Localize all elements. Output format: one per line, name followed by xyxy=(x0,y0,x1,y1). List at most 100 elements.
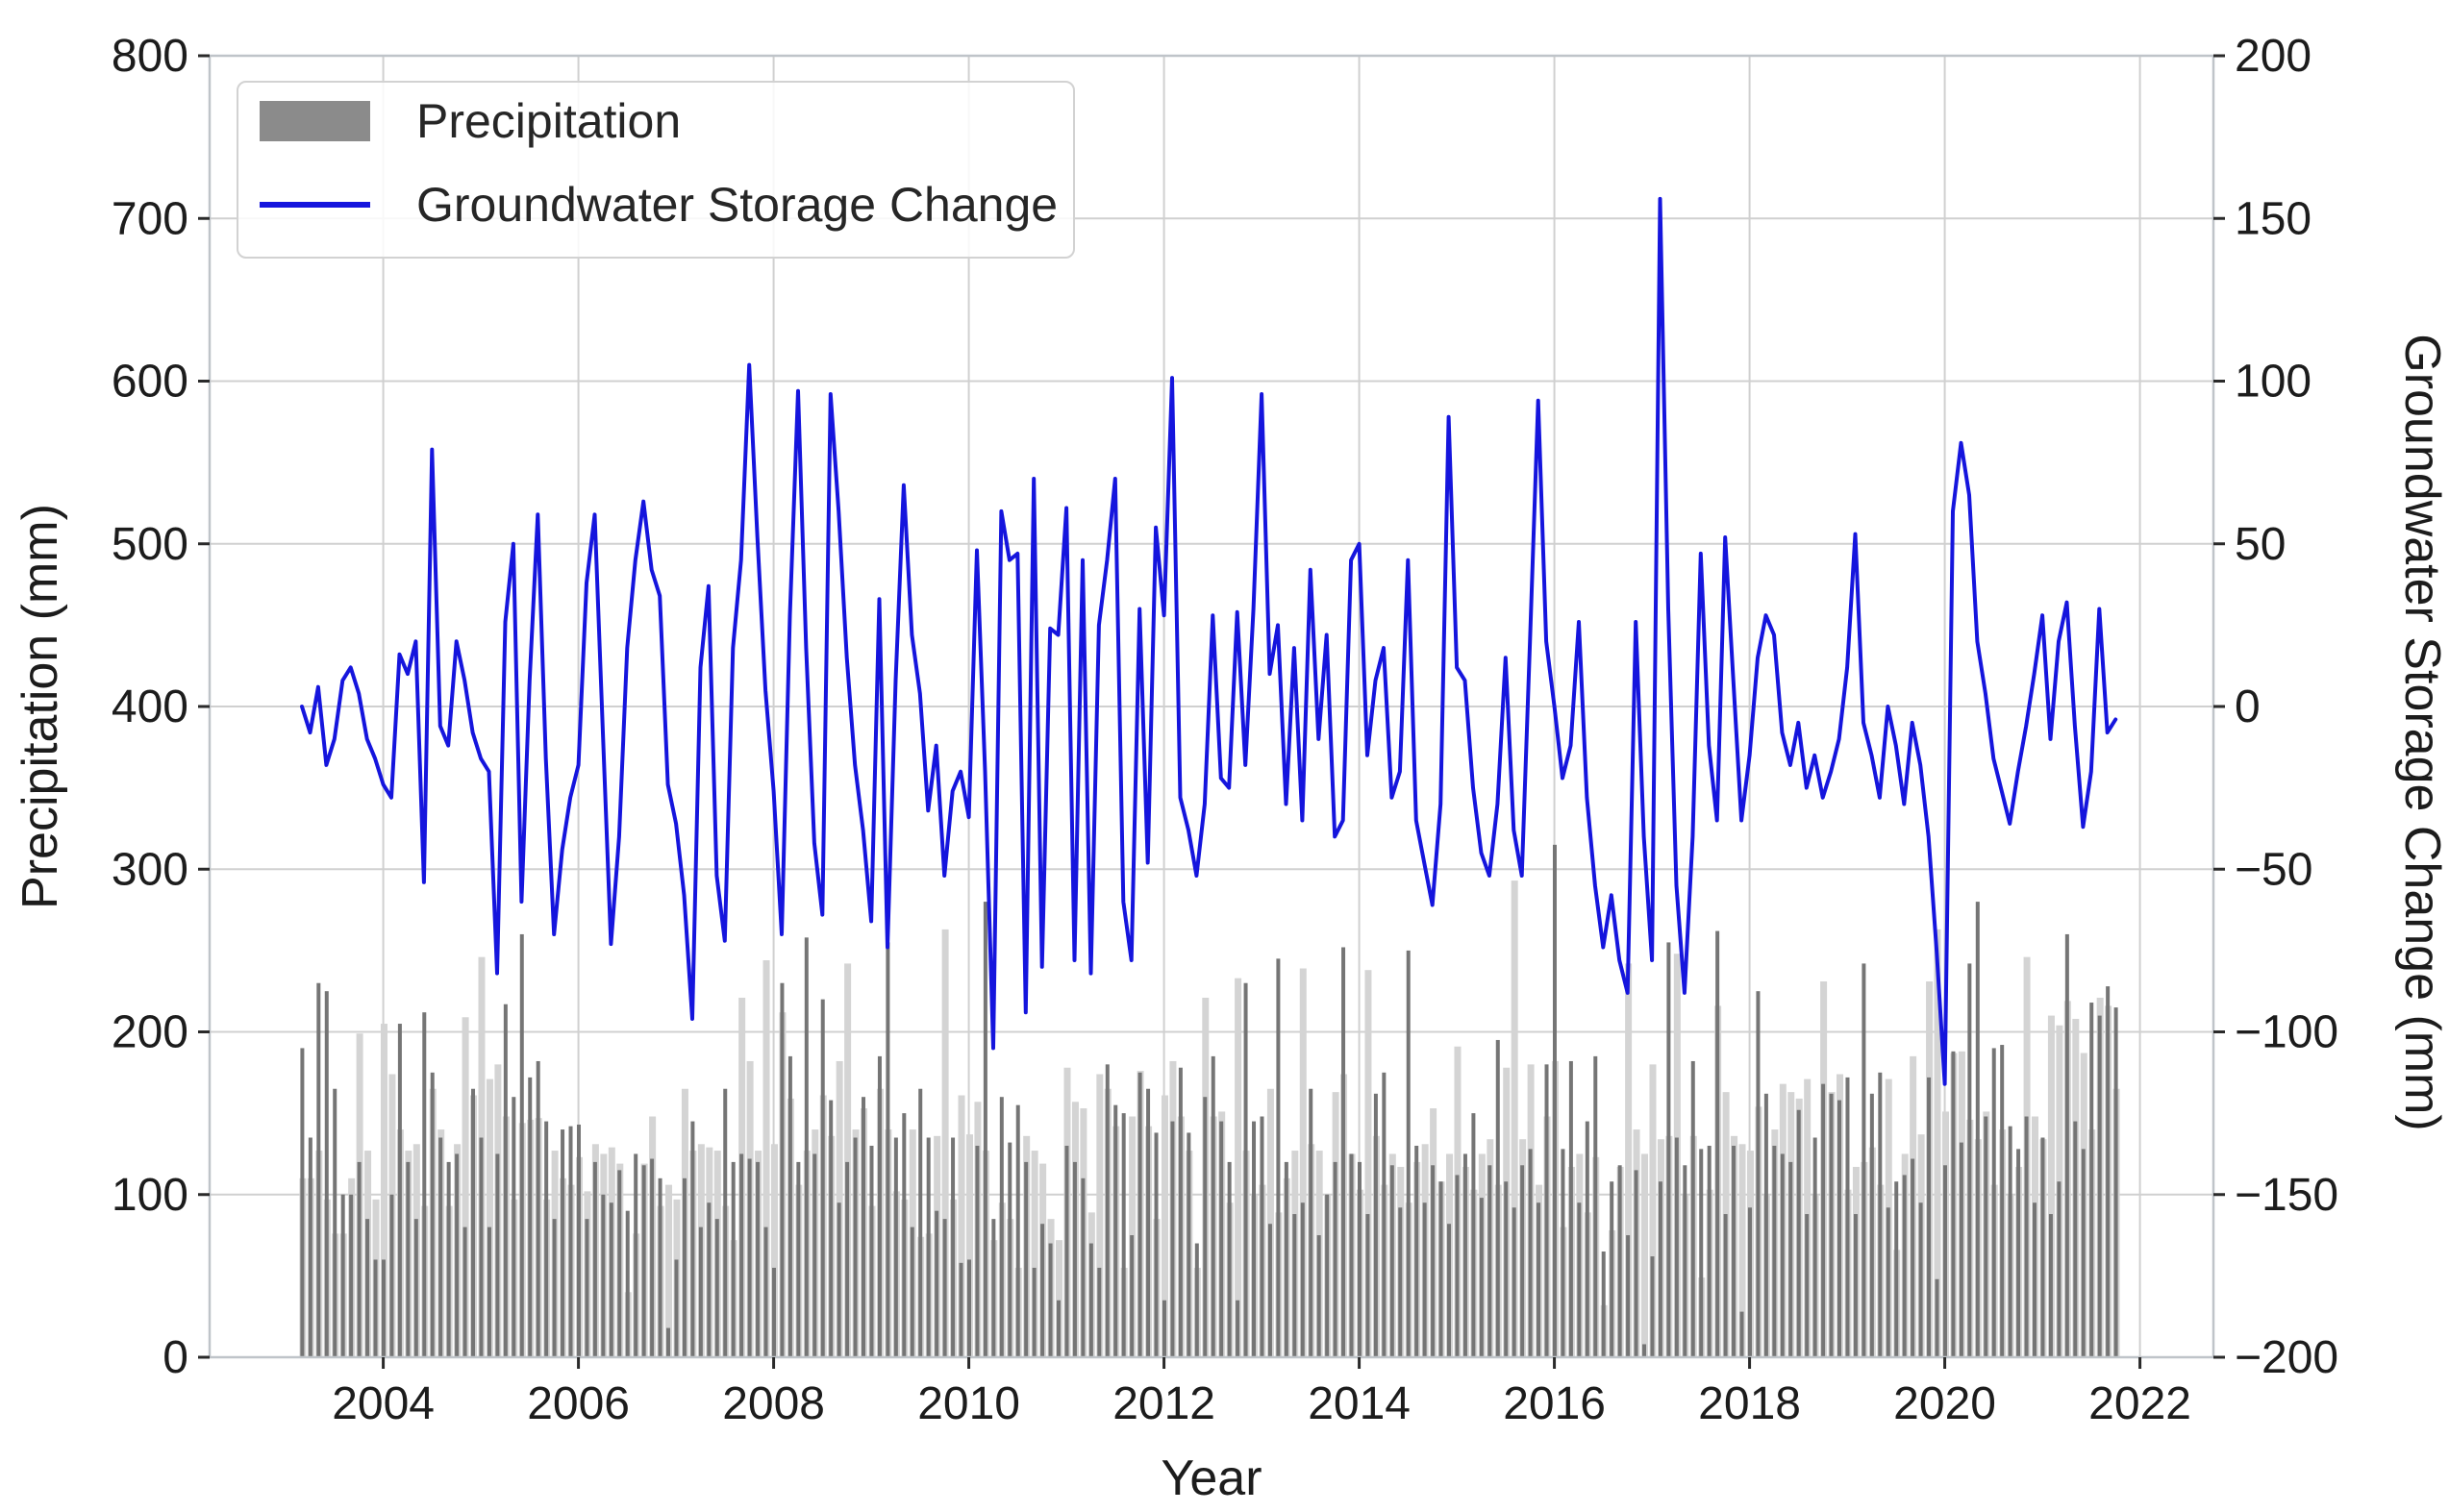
precip-bar xyxy=(1959,1142,1963,1357)
precip-bar xyxy=(731,1161,736,1357)
precip-bar xyxy=(1837,1100,1842,1357)
precip-bar xyxy=(1894,1181,1899,1357)
x-tick-label: 2004 xyxy=(332,1378,435,1429)
precip-bar xyxy=(658,1177,662,1357)
precip-bar xyxy=(389,1194,394,1357)
precip-bar xyxy=(625,1210,630,1357)
precip-bar xyxy=(2008,1126,2012,1357)
precip-bar xyxy=(2106,986,2111,1357)
precip-bar-light xyxy=(665,1184,673,1357)
precip-bar xyxy=(1455,1175,1460,1357)
precip-bar xyxy=(422,1012,427,1357)
precip-bar xyxy=(413,1219,418,1357)
precip-bar xyxy=(1284,1161,1288,1357)
precip-bar xyxy=(1967,963,1972,1357)
precip-bar xyxy=(1333,1161,1337,1357)
precip-bar xyxy=(308,1137,312,1357)
precip-bar xyxy=(1544,1064,1549,1357)
precip-bar xyxy=(1862,963,1866,1357)
precip-bar xyxy=(1650,1256,1655,1357)
precip-bar xyxy=(959,1262,963,1357)
precip-bar xyxy=(910,1227,914,1357)
precip-bar xyxy=(918,1088,923,1357)
left-tick-label: 700 xyxy=(112,193,188,244)
precip-bar xyxy=(674,1259,679,1357)
precip-bar xyxy=(1357,1161,1362,1357)
precip-bar xyxy=(1739,1311,1744,1357)
precip-bar xyxy=(1040,1224,1045,1357)
precip-bar-light xyxy=(770,1144,778,1357)
precip-bar xyxy=(966,1259,971,1357)
precip-bar xyxy=(1389,1165,1394,1357)
precip-bar xyxy=(650,1158,655,1357)
precip-bar xyxy=(576,1124,581,1357)
precip-bar xyxy=(1300,1202,1305,1357)
precip-bar xyxy=(1918,1202,1923,1357)
precip-bar xyxy=(1674,1137,1679,1357)
precip-bar xyxy=(641,1165,646,1357)
precip-bar xyxy=(1911,1158,1915,1357)
precip-bar-light xyxy=(486,1078,493,1357)
precip-bar xyxy=(796,1161,801,1357)
precip-bar xyxy=(1763,1093,1768,1357)
precip-bar-light xyxy=(1096,1074,1104,1357)
precip-bar xyxy=(568,1126,573,1357)
legend-item-groundwater: Groundwater Storage Change xyxy=(260,178,1058,232)
precip-bar-light xyxy=(1161,1095,1168,1357)
precip-bar-light xyxy=(1364,970,1372,1357)
left-tick-label: 500 xyxy=(112,519,188,570)
precip-bar xyxy=(2024,1116,2029,1357)
precip-bar xyxy=(1072,1161,1077,1357)
left-tick-label: 200 xyxy=(112,1007,188,1058)
right-tick-label: 50 xyxy=(2235,519,2286,570)
right-tick-label: 0 xyxy=(2235,682,2261,732)
precip-bar xyxy=(406,1161,411,1357)
x-tick-label: 2012 xyxy=(1112,1378,1215,1429)
precip-bar xyxy=(1975,902,1980,1357)
x-tick-label: 2022 xyxy=(2088,1378,2191,1429)
precip-bar xyxy=(1886,1207,1890,1357)
precip-bar xyxy=(942,1219,947,1357)
precip-bar xyxy=(1406,950,1411,1357)
precip-bar xyxy=(316,982,321,1357)
precip-bar xyxy=(1561,1149,1565,1357)
precip-bar xyxy=(528,1077,533,1357)
precip-bar xyxy=(1601,1251,1606,1357)
precip-bar xyxy=(707,1202,712,1357)
precip-bar xyxy=(1121,1113,1126,1357)
precip-bar xyxy=(2057,1181,2062,1357)
precip-bar xyxy=(1723,1214,1728,1357)
precip-bar xyxy=(1747,1207,1752,1357)
precip-bar xyxy=(1634,1170,1638,1357)
x-tick-label: 2018 xyxy=(1698,1378,1801,1429)
precip-bar xyxy=(1487,1165,1492,1357)
precip-bar xyxy=(1951,1051,1956,1357)
precip-bar xyxy=(1008,1142,1012,1357)
precip-bar xyxy=(1154,1132,1159,1357)
precip-bar-light xyxy=(380,1024,387,1357)
precip-bar xyxy=(503,1004,508,1357)
precip-bar xyxy=(1788,1161,1793,1357)
precip-bar xyxy=(495,1153,500,1357)
precip-bar xyxy=(1398,1207,1403,1357)
precip-bar xyxy=(479,1137,484,1357)
precip-bar xyxy=(1845,1077,1850,1357)
precip-bar xyxy=(1537,1202,1541,1357)
precip-bar xyxy=(1869,1093,1874,1357)
precip-bar xyxy=(1325,1194,1330,1357)
precip-bar xyxy=(1349,1153,1354,1357)
precip-bar xyxy=(1162,1300,1166,1357)
precip-bar xyxy=(756,1161,761,1357)
precip-bar xyxy=(1113,1104,1118,1357)
precip-bar xyxy=(1170,1121,1175,1357)
precip-bar xyxy=(2097,1015,2102,1357)
precip-bar xyxy=(2064,933,2069,1357)
precip-bar xyxy=(1512,1207,1516,1357)
left-tick-label: 800 xyxy=(112,31,188,82)
precip-bar xyxy=(1462,1153,1467,1357)
bar-swatch-icon xyxy=(260,101,370,141)
precip-bar xyxy=(837,1202,841,1357)
right-tick-label: −50 xyxy=(2235,844,2312,895)
precip-bar-light xyxy=(1056,1240,1063,1357)
precip-bar xyxy=(1528,1149,1533,1357)
